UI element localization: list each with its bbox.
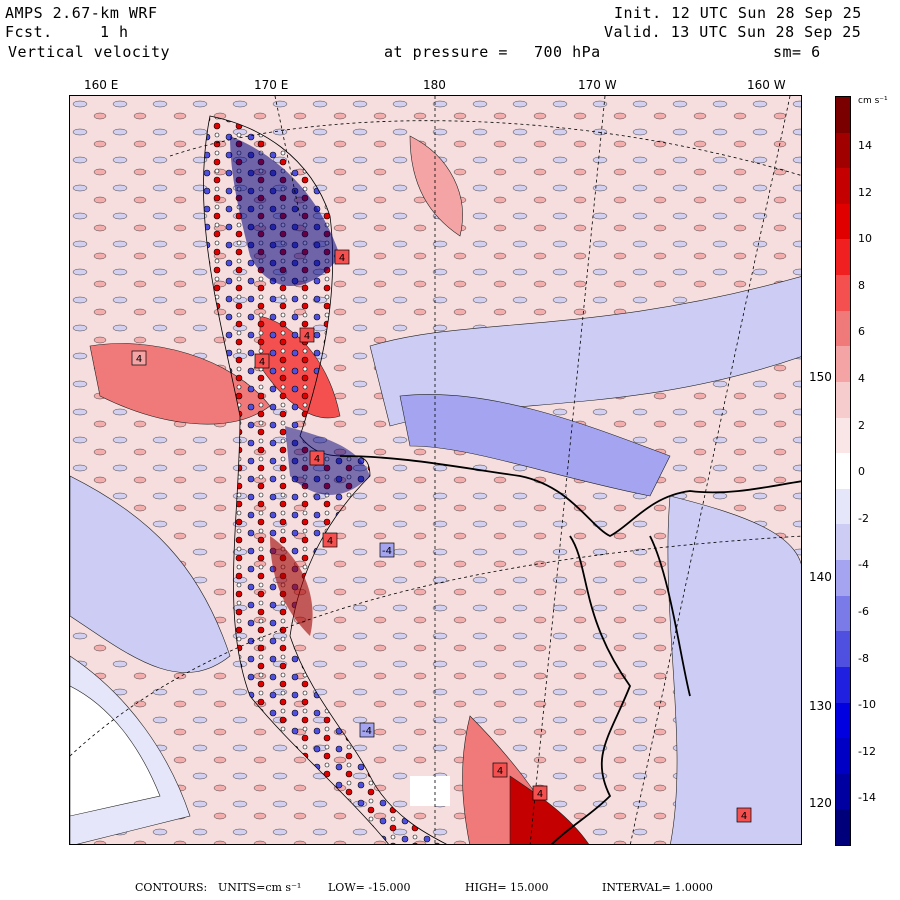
parallel-south [70, 535, 801, 757]
blue-band-center [399, 394, 671, 497]
missing-data-southwest [70, 685, 161, 817]
colorbar-tick-label: 4 [858, 372, 865, 385]
map-panel: 4 4 4 4 4 -4 -4 4 4 4 4 [69, 95, 802, 845]
colorbar-swatch [836, 488, 850, 525]
footer-high: HIGH= 15.000 [465, 881, 549, 894]
colorbar-swatch [836, 417, 850, 454]
contour-label: -4 [382, 546, 392, 557]
colorbar-tick-label: -8 [858, 651, 869, 665]
lon-label-160e: 160 E [84, 78, 119, 92]
colorbar-swatch [836, 524, 850, 561]
contour-label-box [322, 532, 338, 548]
contour-label: 4 [136, 354, 142, 365]
lon-label-180: 180 [423, 78, 446, 92]
meridian-160w [630, 96, 791, 844]
contour-labels: 4 4 4 4 4 -4 -4 4 4 4 4 [131, 249, 752, 823]
colorbar-tick-label: -6 [858, 605, 869, 618]
colorbar-swatch [836, 738, 850, 775]
contour-label: 4 [497, 766, 503, 777]
lon-label-160w: 160 W [747, 78, 786, 92]
init-time: Init. 12 UTC Sun 28 Sep 25 [614, 4, 862, 22]
lon-label-170e: 170 E [254, 78, 289, 92]
colorbar-swatch [836, 310, 850, 347]
colorbar-tick-label: 10 [858, 232, 872, 246]
colorbar-swatch [836, 631, 850, 668]
colorbar-swatch [836, 275, 850, 312]
contour-label-box [379, 542, 395, 558]
contour-label-box [309, 450, 325, 466]
colorbar-swatch [836, 595, 850, 632]
colorbar-swatch [836, 381, 850, 419]
contour-label-box [131, 350, 147, 366]
contour-label: 4 [339, 253, 345, 264]
level-label: at pressure = [384, 43, 508, 61]
colorbar-tick-label: 12 [858, 185, 872, 199]
blue-region-west [70, 475, 231, 673]
colorbar-tick-label: -4 [858, 558, 869, 572]
colorbar-tick-label: -2 [858, 511, 869, 525]
colorbar-tick-label: 0 [858, 465, 865, 479]
coastline [339, 455, 801, 844]
forecast-hour: 1 h [100, 23, 129, 41]
contour-label: 4 [327, 536, 333, 547]
colorbar-tick-label: -10 [858, 698, 876, 712]
red-core-south [509, 775, 589, 844]
vertical-velocity-field: 4 4 4 4 4 -4 -4 4 4 4 4 [70, 96, 801, 844]
field-name: Vertical velocity [8, 43, 171, 61]
contour-label-box [492, 762, 508, 778]
colorbar-units: cm s⁻¹ [858, 96, 888, 106]
footer-contours: CONTOURS: [135, 881, 208, 894]
strong-downdraft-north [230, 136, 340, 286]
red-streak-north [409, 135, 463, 237]
graticule [70, 96, 801, 844]
colorbar-swatch [836, 239, 850, 276]
level-value: 700 hPa [534, 43, 601, 61]
colorbar [835, 96, 851, 846]
contour-label-box [299, 327, 315, 343]
contour-label-box [532, 785, 548, 801]
forecast-label: Fcst. [5, 23, 53, 41]
colorbar-swatch [836, 702, 850, 739]
footer-low: LOW= -15.000 [328, 881, 411, 894]
lon-label-170w: 170 W [578, 78, 617, 92]
footer-interval: INTERVAL= 1.0000 [602, 881, 713, 894]
model-title: AMPS 2.67-km WRF [5, 4, 158, 22]
colorbar-swatch [836, 560, 850, 597]
colorbar-tick-label: -14 [858, 791, 876, 805]
colorbar-swatch [836, 203, 850, 240]
contour-label-box [334, 249, 350, 265]
strong-updraft-center [270, 536, 313, 636]
colorbar-tick-label: 6 [858, 325, 865, 339]
colorbar-tick-label: 2 [858, 418, 865, 432]
colorbar-swatch [836, 773, 850, 810]
colorbar-swatch [836, 666, 850, 703]
contour-label-box [736, 807, 752, 823]
footer-units: UNITS=cm s⁻¹ [218, 881, 302, 894]
contour-label: 4 [537, 789, 543, 800]
colorbar-swatch [836, 132, 850, 169]
colorbar-tick-label: 8 [858, 278, 865, 292]
contour-label-box [254, 353, 270, 369]
colorbar-swatch [836, 809, 850, 846]
contour-label: -4 [362, 726, 372, 737]
colorbar-swatch [836, 453, 850, 490]
colorbar-swatch [836, 97, 850, 134]
strong-downdraft-center [285, 426, 370, 495]
parallel-north [169, 120, 801, 176]
contour-label: 4 [259, 357, 265, 368]
blue-region-east [667, 495, 801, 844]
contour-label-box [359, 722, 375, 738]
missing-data-south [410, 776, 450, 806]
colorbar-tick-label: -12 [858, 744, 876, 758]
smoothing-label: sm= 6 [773, 43, 821, 61]
colorbar-swatch [836, 346, 850, 383]
colorbar-swatch [836, 168, 850, 205]
contour-label: 4 [304, 331, 310, 342]
meridian-170e [274, 96, 301, 217]
valid-time: Valid. 13 UTC Sun 28 Sep 25 [604, 23, 862, 41]
contour-label: 4 [314, 454, 320, 465]
contour-label: 4 [741, 811, 747, 822]
colorbar-tick-label: 14 [858, 139, 872, 152]
